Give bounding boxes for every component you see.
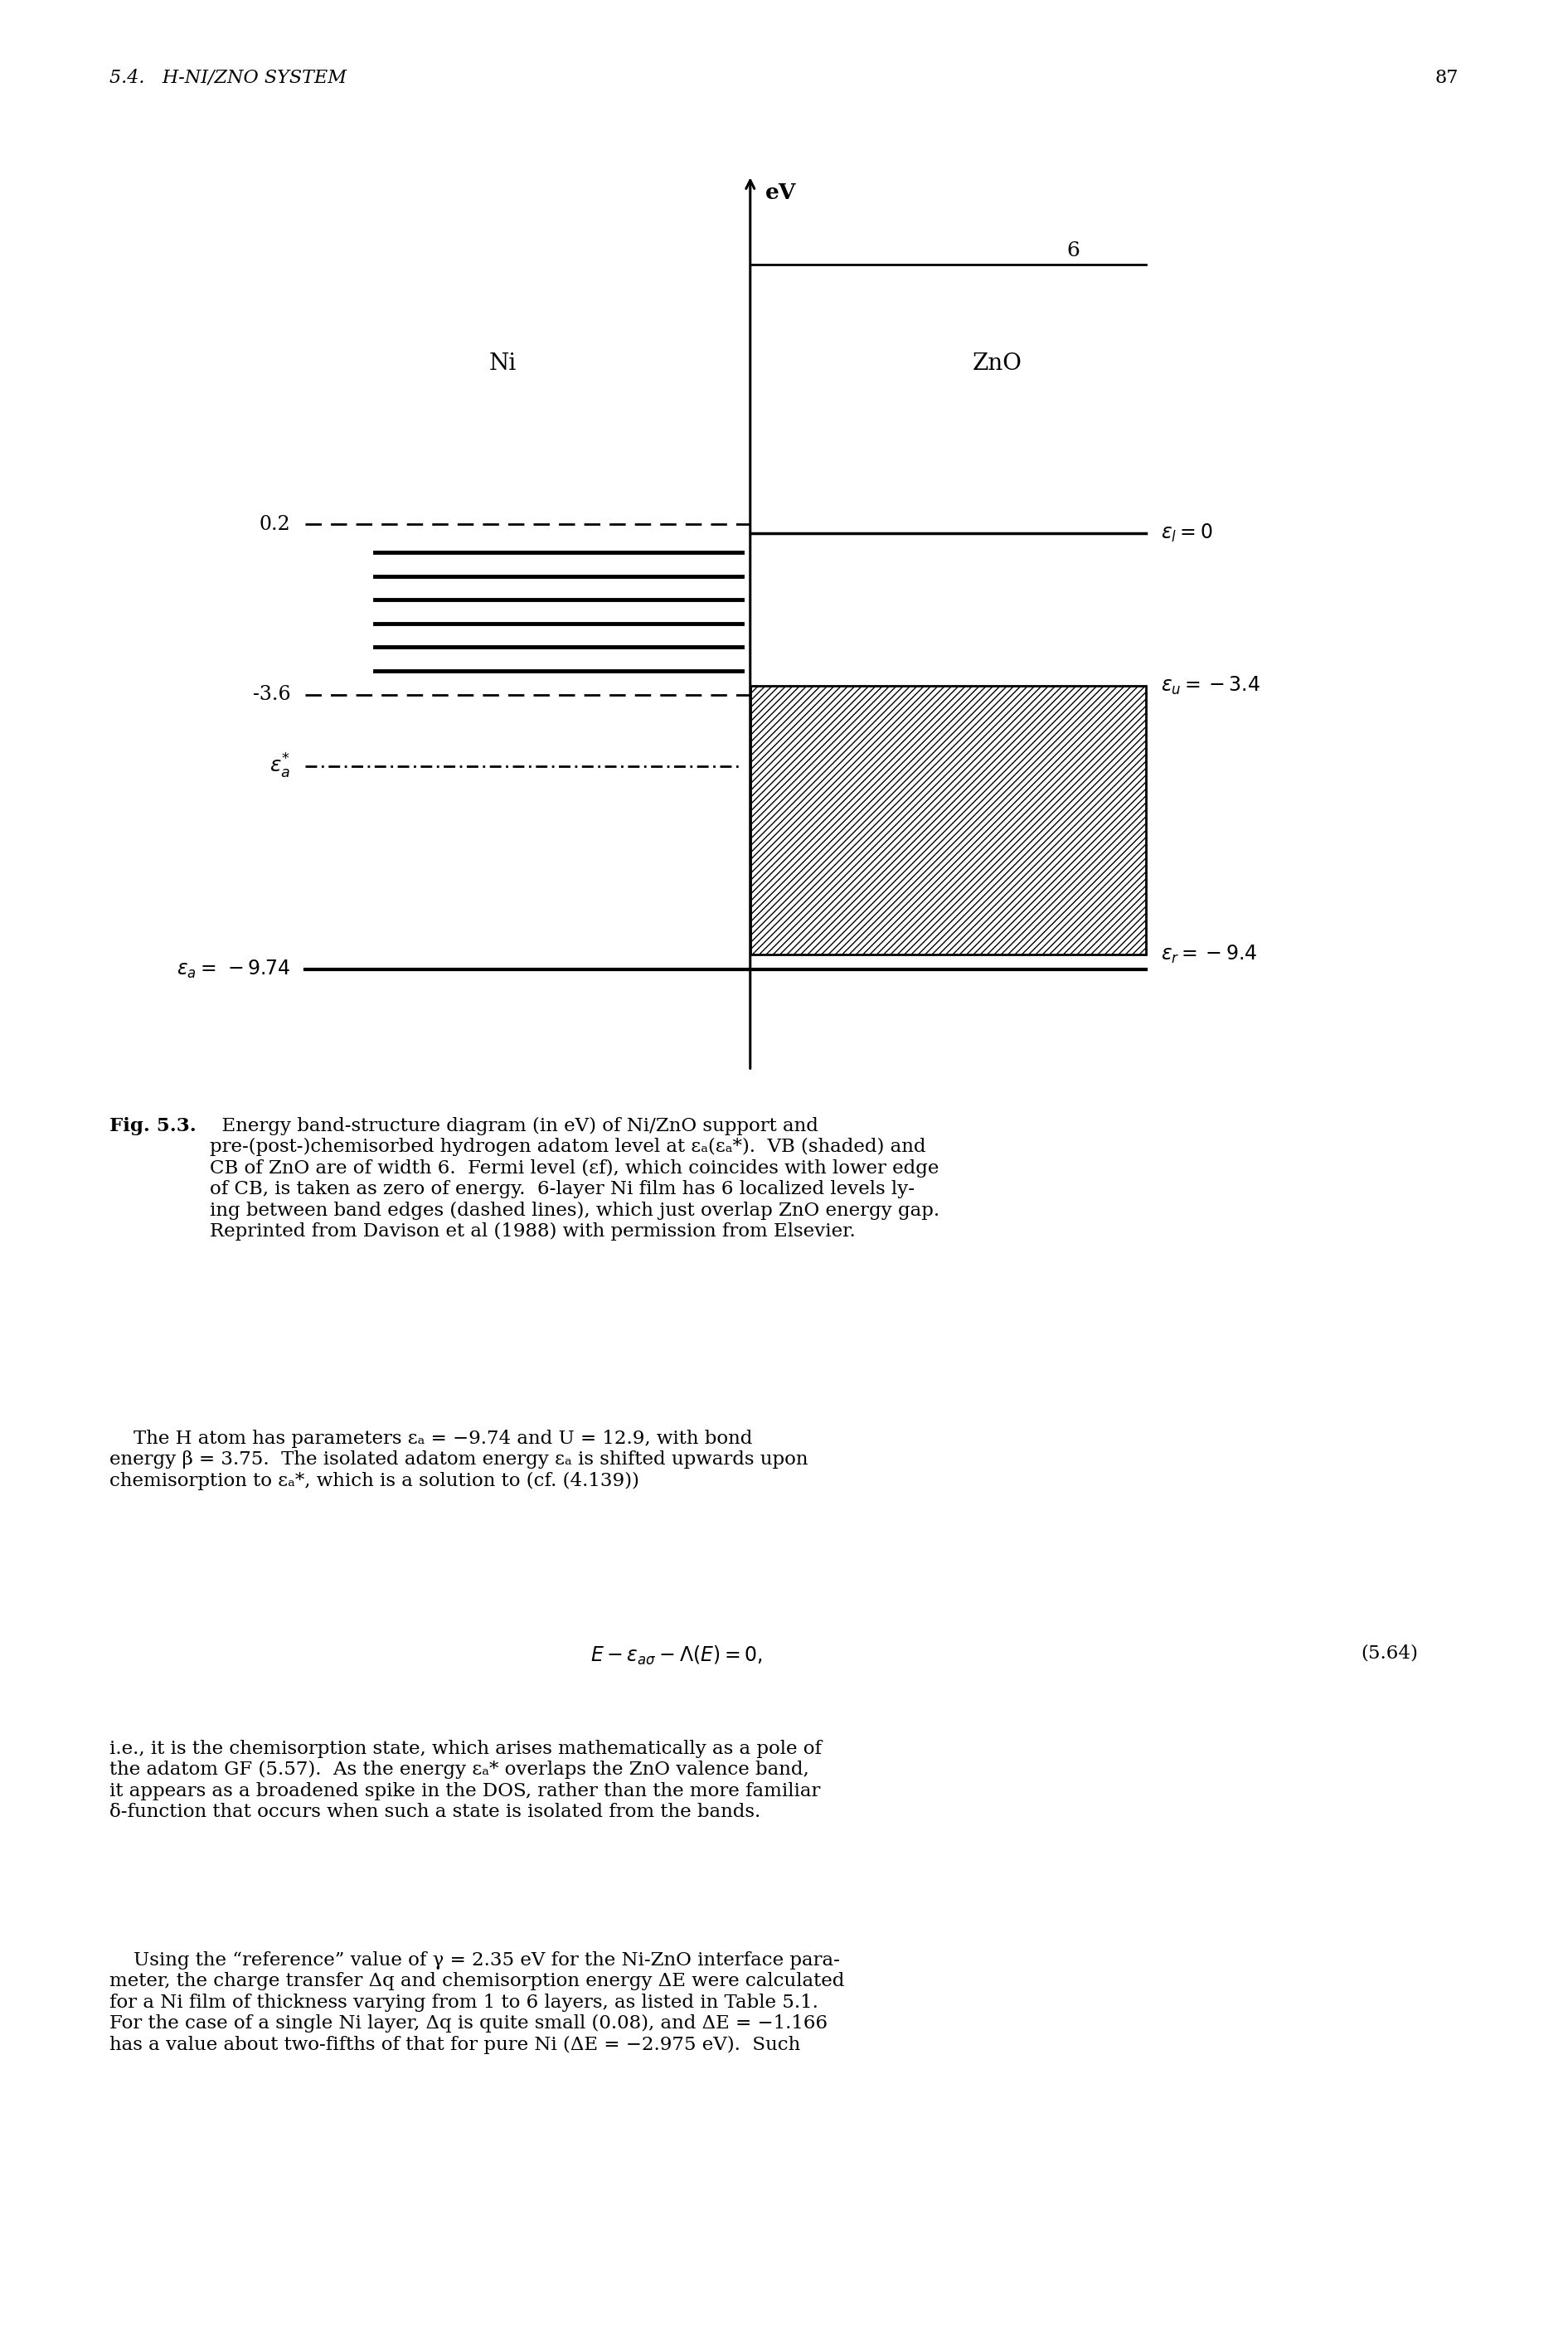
Text: eV: eV: [765, 183, 797, 205]
Text: 6: 6: [1066, 242, 1080, 261]
Text: Using the “reference” value of γ = 2.35 eV for the Ni-ZnO interface para-
meter,: Using the “reference” value of γ = 2.35 …: [110, 1951, 845, 2055]
Text: 87: 87: [1435, 68, 1458, 87]
Text: $\varepsilon_{a}{=}\, -9.74$: $\varepsilon_{a}{=}\, -9.74$: [177, 959, 290, 980]
Text: Energy band-structure diagram (in eV) of Ni/ZnO support and
pre-(post-)chemisorb: Energy band-structure diagram (in eV) of…: [210, 1117, 939, 1241]
Text: $E - \varepsilon_{a\sigma} - \Lambda(E) = 0,$: $E - \varepsilon_{a\sigma} - \Lambda(E) …: [590, 1643, 762, 1667]
Text: The H atom has parameters εₐ = −9.74 and U = 12.9, with bond
energy β = 3.75.  T: The H atom has parameters εₐ = −9.74 and…: [110, 1429, 809, 1491]
Text: Ni: Ni: [489, 353, 517, 374]
Polygon shape: [750, 686, 1146, 955]
Text: 0.2: 0.2: [259, 515, 290, 534]
Text: (5.64): (5.64): [1361, 1643, 1417, 1662]
Text: $\varepsilon_{a}^{*}$: $\varepsilon_{a}^{*}$: [270, 752, 290, 781]
Text: $\varepsilon_{u} = -3.4$: $\varepsilon_{u} = -3.4$: [1160, 675, 1261, 696]
Text: ZnO: ZnO: [972, 353, 1022, 374]
Text: i.e., it is the chemisorption state, which arises mathematically as a pole of
th: i.e., it is the chemisorption state, whi…: [110, 1740, 822, 1822]
Text: -3.6: -3.6: [252, 684, 290, 705]
Text: $\varepsilon_{r} = -9.4$: $\varepsilon_{r} = -9.4$: [1160, 943, 1258, 966]
Text: $\varepsilon_{l} = 0$: $\varepsilon_{l} = 0$: [1160, 522, 1212, 545]
Text: 5.4.   H-NI/ZNO SYSTEM: 5.4. H-NI/ZNO SYSTEM: [110, 68, 347, 87]
Text: Fig. 5.3.: Fig. 5.3.: [110, 1117, 196, 1136]
